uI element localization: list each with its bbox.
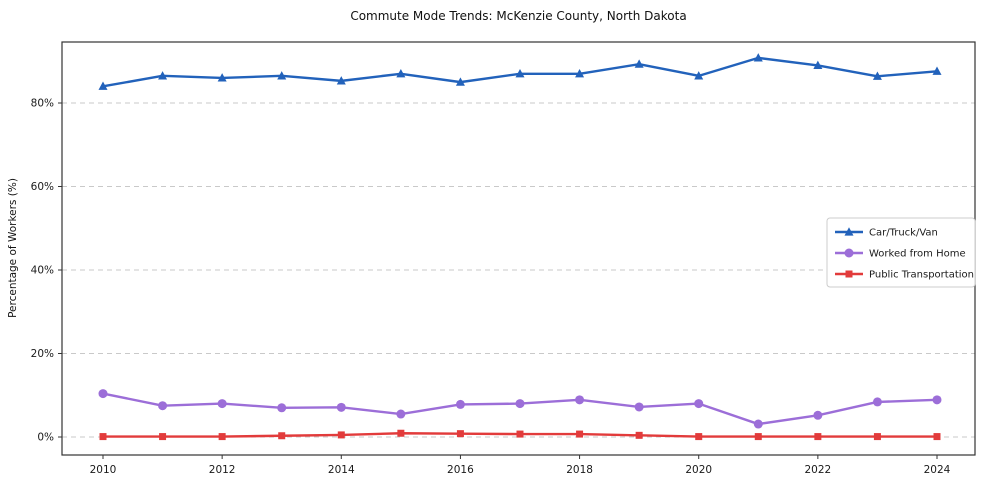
x-tick-label: 2018 xyxy=(566,464,593,476)
x-axis-ticks: 2010 2012 2014 2016 2018 2020 2022 2024 xyxy=(90,455,951,476)
y-tick-label: 0% xyxy=(37,432,54,444)
y-tick-label: 20% xyxy=(31,348,54,360)
x-tick-label: 2014 xyxy=(328,464,355,476)
legend-label: Public Transportation xyxy=(869,270,974,281)
x-tick-label: 2024 xyxy=(924,464,951,476)
y-tick-label: 60% xyxy=(31,181,54,193)
y-tick-label: 40% xyxy=(31,265,54,277)
x-tick-label: 2020 xyxy=(685,464,712,476)
legend-label: Worked from Home xyxy=(869,249,966,260)
y-tick-label: 80% xyxy=(31,98,54,110)
series-worked-from-home xyxy=(98,389,942,429)
series-car-truck-van xyxy=(98,53,942,90)
x-tick-label: 2010 xyxy=(90,464,117,476)
legend-label: Car/Truck/Van xyxy=(869,228,938,239)
x-tick-label: 2012 xyxy=(209,464,236,476)
x-tick-label: 2016 xyxy=(447,464,474,476)
y-axis-ticks: 0% 20% 40% 60% 80% xyxy=(31,98,62,444)
x-tick-label: 2022 xyxy=(804,464,831,476)
series-public-transportation xyxy=(99,429,941,441)
legend: Car/Truck/Van Worked from Home Public Tran… xyxy=(826,217,976,288)
chart-title: Commute Mode Trends: McKenzie County, No… xyxy=(350,9,687,23)
